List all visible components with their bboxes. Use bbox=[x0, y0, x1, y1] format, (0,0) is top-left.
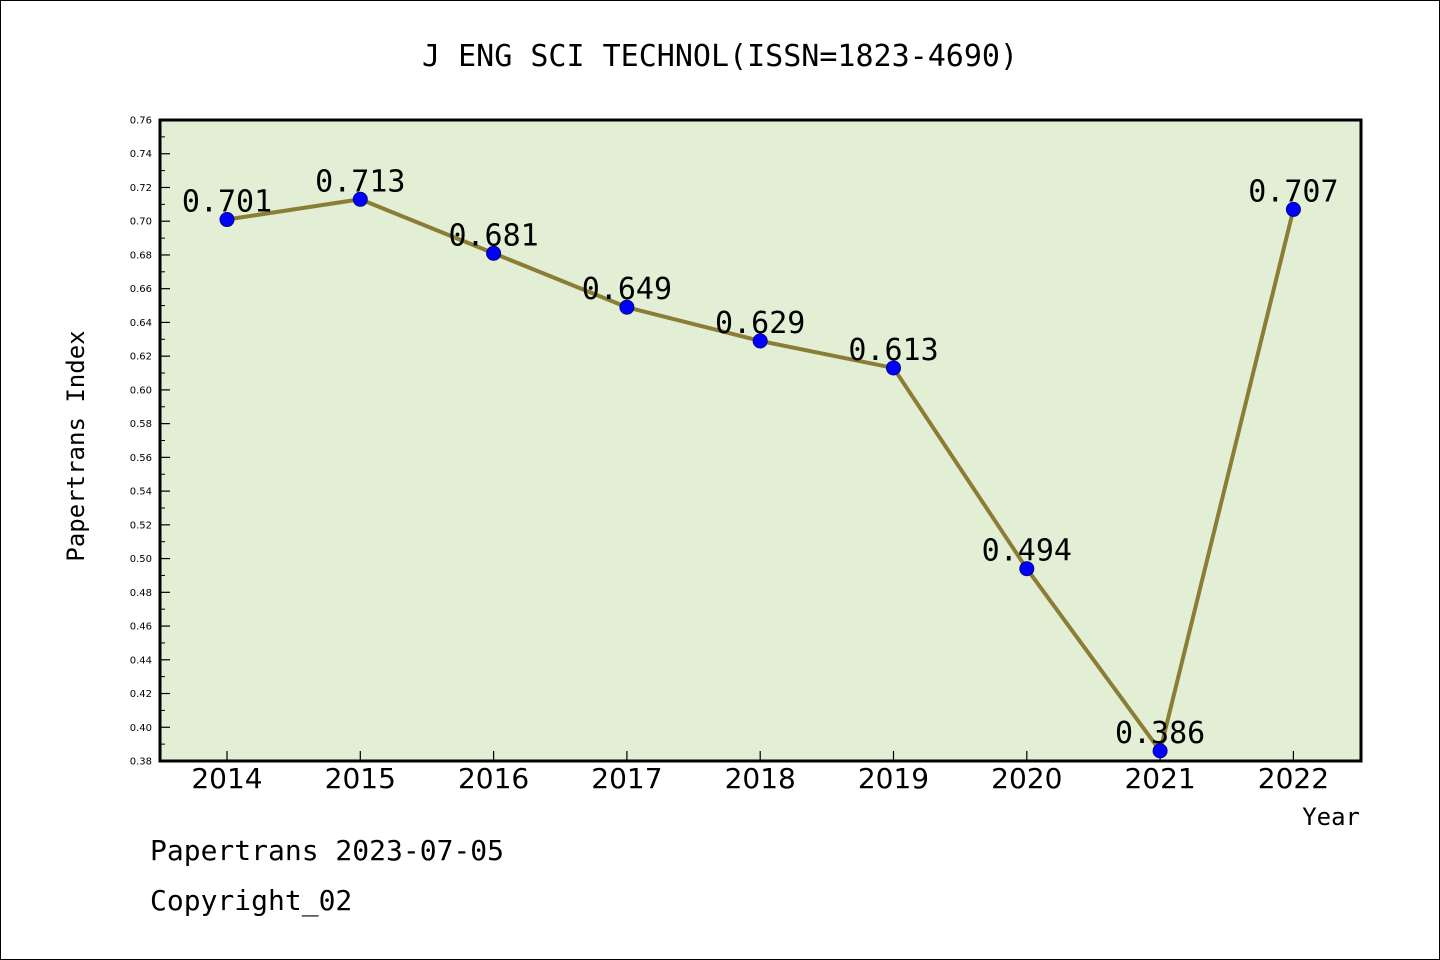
y-tick-label: 0.74 bbox=[130, 149, 152, 160]
plot-area bbox=[160, 120, 1361, 761]
data-point bbox=[219, 212, 235, 228]
x-tick-label: 2022 bbox=[1258, 762, 1329, 795]
data-label: 0.649 bbox=[582, 272, 672, 307]
y-tick-label: 0.64 bbox=[130, 318, 152, 329]
x-tick-label: 2020 bbox=[991, 762, 1062, 795]
data-point bbox=[886, 360, 901, 376]
data-label: 0.386 bbox=[1115, 716, 1205, 751]
series-group: 0.701 0.713 0.681 0.649 0.629 0.613 0.494 0.386… bbox=[182, 164, 1339, 759]
footer-date: Papertrans 2023-07-05 bbox=[150, 834, 505, 867]
y-tick-label: 0.66 bbox=[130, 284, 152, 295]
y-tick-label: 0.38 bbox=[130, 757, 152, 768]
y-tick-label: 0.56 bbox=[130, 453, 152, 464]
y-tick-label: 0.46 bbox=[130, 622, 152, 633]
x-tick-label: 2014 bbox=[191, 762, 262, 795]
data-label: 0.701 bbox=[182, 185, 272, 220]
y-tick-label: 0.68 bbox=[130, 250, 152, 261]
y-tick-label: 0.48 bbox=[130, 588, 152, 599]
data-point bbox=[1152, 743, 1168, 759]
y-tick-label: 0.60 bbox=[130, 385, 152, 396]
y-tick-label: 0.54 bbox=[130, 487, 152, 498]
y-tick-label: 0.62 bbox=[130, 352, 152, 363]
data-point bbox=[619, 299, 635, 315]
data-label: 0.494 bbox=[982, 534, 1072, 569]
y-tick-label: 0.40 bbox=[130, 723, 152, 734]
x-tick-label: 2017 bbox=[591, 762, 662, 795]
plot-border bbox=[158, 118, 1363, 763]
x-axis-label: Year bbox=[1302, 803, 1360, 831]
data-point bbox=[352, 191, 368, 207]
y-tick-label: 0.42 bbox=[130, 689, 152, 700]
y-axis-label: Papertrans Index bbox=[62, 330, 90, 561]
y-tick-label: 0.50 bbox=[130, 554, 152, 565]
data-label: 0.629 bbox=[715, 306, 805, 341]
x-tick-label: 2015 bbox=[325, 762, 396, 795]
x-axis-ticks: 2014 2015 2016 2017 2018 2019 2020 2021 2022 bbox=[191, 751, 1329, 795]
y-tick-label: 0.70 bbox=[130, 217, 152, 228]
data-point bbox=[1019, 561, 1035, 577]
data-label: 0.613 bbox=[848, 333, 938, 368]
y-tick-label: 0.44 bbox=[130, 655, 152, 666]
y-tick-label: 0.76 bbox=[130, 116, 152, 127]
x-tick-label: 2019 bbox=[858, 762, 929, 795]
x-tick-label: 2016 bbox=[458, 762, 529, 795]
chart-title: J ENG SCI TECHNOL(ISSN=1823-4690) bbox=[422, 39, 1018, 74]
data-label: 0.707 bbox=[1248, 174, 1338, 209]
data-point bbox=[486, 245, 502, 261]
data-point bbox=[752, 333, 768, 349]
y-tick-label: 0.72 bbox=[130, 183, 152, 194]
x-tick-label: 2018 bbox=[725, 762, 796, 795]
x-tick-label: 2021 bbox=[1124, 762, 1195, 795]
y-tick-label: 0.58 bbox=[130, 419, 152, 430]
data-label: 0.713 bbox=[315, 164, 405, 199]
data-label: 0.681 bbox=[448, 218, 538, 253]
data-point bbox=[1285, 201, 1301, 217]
footer-copyright: Copyright_02 bbox=[150, 884, 353, 917]
y-tick-label: 0.52 bbox=[130, 520, 152, 531]
